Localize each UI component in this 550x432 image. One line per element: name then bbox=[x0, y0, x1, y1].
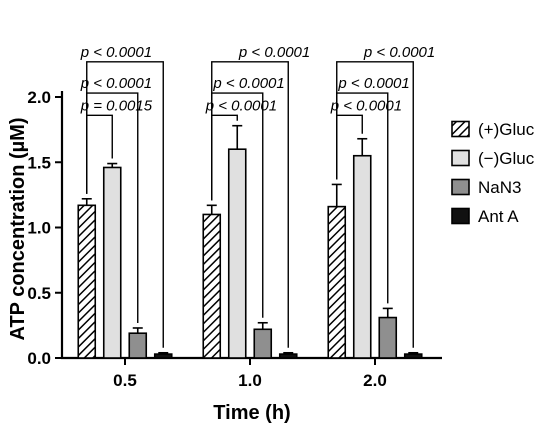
significance-bracket bbox=[86, 61, 164, 348]
legend-label: (+)Gluc bbox=[478, 120, 535, 139]
bar bbox=[253, 328, 273, 359]
legend-swatch bbox=[451, 178, 470, 196]
bar bbox=[153, 353, 173, 359]
legend-swatch bbox=[451, 207, 470, 225]
x-tick-label: 0.5 bbox=[113, 371, 137, 390]
p-value-label: p < 0.0001 bbox=[80, 44, 152, 61]
y-tick-label: 0.0 bbox=[27, 349, 51, 368]
bar bbox=[352, 154, 372, 359]
p-value-label: p = 0.0015 bbox=[80, 97, 153, 114]
legend-label: Ant A bbox=[478, 207, 519, 226]
y-tick-label: 0.5 bbox=[27, 284, 51, 303]
p-value-label: p < 0.0001 bbox=[363, 44, 435, 61]
legend-swatch bbox=[451, 120, 470, 138]
x-tick-label: 1.0 bbox=[238, 371, 262, 390]
legend-label: NaN3 bbox=[478, 178, 521, 197]
bar bbox=[403, 353, 423, 359]
p-value-label: p < 0.0001 bbox=[80, 75, 152, 92]
x-axis-title: Time (h) bbox=[213, 402, 290, 424]
p-value-label: p < 0.0001 bbox=[238, 44, 310, 61]
bar bbox=[278, 353, 298, 359]
bar bbox=[128, 332, 148, 359]
x-tick-label: 2.0 bbox=[363, 371, 387, 390]
legend-swatch bbox=[451, 149, 470, 167]
p-value-label: p < 0.0001 bbox=[337, 75, 409, 92]
legend-label: (−)Gluc bbox=[478, 149, 535, 168]
p-value-label: p < 0.0001 bbox=[205, 97, 277, 114]
bar bbox=[102, 166, 122, 359]
bar bbox=[202, 213, 222, 359]
bar bbox=[227, 148, 247, 359]
bar bbox=[378, 316, 398, 359]
y-tick-label: 1.0 bbox=[27, 219, 51, 238]
plot-area: 0.0 0.5 1.0 1.5 2.0 0.5 1.0 2.0 p = 0.0015 p < 0.… bbox=[27, 44, 442, 390]
y-axis-title: ATP concentration (µM) bbox=[7, 117, 29, 340]
significance-bracket bbox=[336, 61, 414, 348]
y-tick-label: 1.5 bbox=[27, 153, 51, 172]
significance-bracket bbox=[211, 61, 289, 348]
bar bbox=[327, 205, 347, 359]
y-tick-label: 2.0 bbox=[27, 88, 51, 107]
legend: (+)Gluc (−)Gluc NaN3 Ant A bbox=[451, 120, 535, 226]
p-value-label: p < 0.0001 bbox=[212, 75, 284, 92]
p-value-label: p < 0.0001 bbox=[330, 97, 402, 114]
bar bbox=[77, 204, 97, 359]
